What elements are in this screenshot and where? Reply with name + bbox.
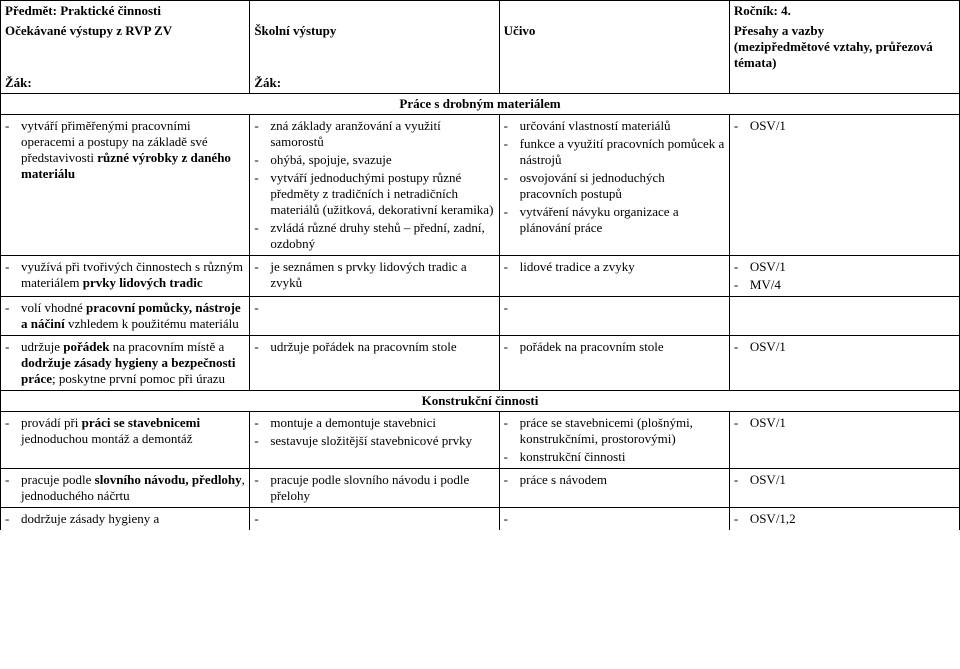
section2-title: Konstrukční činnosti xyxy=(1,391,960,412)
r2c1: využívá při tvořivých činnostech s různý… xyxy=(21,259,245,291)
subject-value: Praktické činnosti xyxy=(60,3,161,18)
list-item: práce s návodem xyxy=(520,472,725,488)
list-item xyxy=(520,511,725,527)
list-item: práce se stavebnicemi (plošnými, konstru… xyxy=(520,415,725,447)
col3-header: Učivo xyxy=(499,21,729,73)
list-item: udržuje pořádek na pracovním stole xyxy=(270,339,494,355)
list-item: OSV/1 xyxy=(750,472,955,488)
curriculum-table: Předmět: Praktické činnosti Ročník: 4. O… xyxy=(0,0,960,530)
list-item xyxy=(270,511,494,527)
col4-line1: Přesahy a vazby xyxy=(734,23,955,39)
list-item: OSV/1,2 xyxy=(750,511,955,527)
list-item: zná základy aranžování a využití samoros… xyxy=(270,118,494,150)
col1-header: Očekávané výstupy z RVP ZV xyxy=(1,21,250,73)
list-item: pracuje podle slovního návodu i podle př… xyxy=(270,472,494,504)
table-row: udržuje pořádek na pracovním místě a dod… xyxy=(1,336,960,391)
col4-header: Přesahy a vazby (mezipředmětové vztahy, … xyxy=(729,21,959,73)
list-item xyxy=(520,300,725,316)
list-item: je seznámen s prvky lidových tradic a zv… xyxy=(270,259,494,291)
table-row: vytváří přiměřenými pracovními operacemi… xyxy=(1,115,960,256)
list-item: ohýbá, spojuje, svazuje xyxy=(270,152,494,168)
r3c1: volí vhodné pracovní pomůcky, nástroje a… xyxy=(21,300,245,332)
list-item xyxy=(270,300,494,316)
table-row: využívá při tvořivých činnostech s různý… xyxy=(1,256,960,297)
list-item: OSV/1 xyxy=(750,339,955,355)
list-item: určování vlastností materiálů xyxy=(520,118,725,134)
grade-cell: Ročník: 4. xyxy=(729,1,959,22)
list-item: OSV/1 xyxy=(750,415,955,431)
list-item: zvládá různé druhy stehů – přední, zadní… xyxy=(270,220,494,252)
list-item: pořádek na pracovním stole xyxy=(520,339,725,355)
grade-label: Ročník: xyxy=(734,3,778,18)
list-item: OSV/1 xyxy=(750,259,955,275)
section1-title: Práce s drobným materiálem xyxy=(1,94,960,115)
table-row: provádí při práci se stavebnicemi jednod… xyxy=(1,412,960,469)
zak-col1: Žák: xyxy=(1,73,250,94)
list-item: MV/4 xyxy=(750,277,955,293)
list-item: funkce a využití pracovních pomůcek a ná… xyxy=(520,136,725,168)
col2-header: Školní výstupy xyxy=(250,21,499,73)
list-item: osvojování si jednoduchých pracovních po… xyxy=(520,170,725,202)
table-row: pracuje podle slovního návodu, předlohy,… xyxy=(1,469,960,508)
r4c1: udržuje pořádek na pracovním místě a dod… xyxy=(21,339,245,387)
list-item: OSV/1 xyxy=(750,118,955,134)
zak-col2: Žák: xyxy=(250,73,499,94)
list-item: lidové tradice a zvyky xyxy=(520,259,725,275)
table-row: volí vhodné pracovní pomůcky, nástroje a… xyxy=(1,297,960,336)
list-item: montuje a demontuje stavebnici xyxy=(270,415,494,431)
r6c1: pracuje podle slovního návodu, předlohy,… xyxy=(21,472,245,504)
list-item: sestavuje složitější stavebnicové prvky xyxy=(270,433,494,449)
subject-cell: Předmět: Praktické činnosti xyxy=(1,1,250,22)
col4-line2: (mezipředmětové vztahy, průřezová témata… xyxy=(734,39,955,71)
list-item: konstrukční činnosti xyxy=(520,449,725,465)
list-item: vytváří jednoduchými postupy různé předm… xyxy=(270,170,494,218)
grade-value: 4. xyxy=(781,3,791,18)
r5c1: provádí při práci se stavebnicemi jednod… xyxy=(21,415,245,447)
r7c1: dodržuje zásady hygieny a xyxy=(21,511,245,527)
subject-label: Předmět: xyxy=(5,3,57,18)
table-row: dodržuje zásady hygieny a OSV/1,2 xyxy=(1,508,960,531)
r1c1: vytváří přiměřenými pracovními operacemi… xyxy=(21,118,245,182)
list-item: vytváření návyku organizace a plánování … xyxy=(520,204,725,236)
